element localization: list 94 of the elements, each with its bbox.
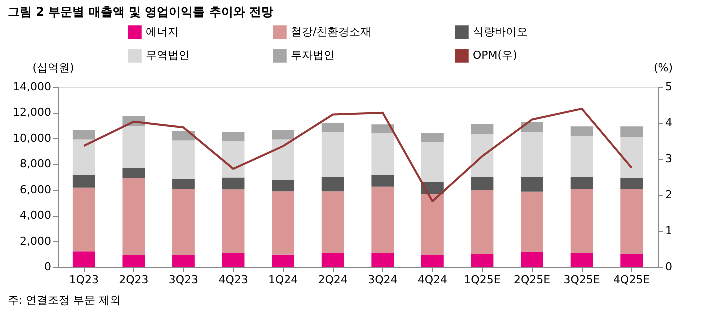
bar: [620, 126, 644, 138]
bar: [122, 255, 146, 267]
legend-label: 무역법인: [146, 49, 190, 62]
y-tick-label: 8,000: [20, 158, 52, 171]
bar: [570, 178, 594, 189]
x-tick-label: 1Q23: [69, 274, 99, 286]
y2-tick-label: 5: [666, 80, 672, 94]
bar: [372, 254, 394, 267]
bar: [72, 140, 96, 176]
bar: [72, 175, 96, 188]
bar: [570, 254, 594, 267]
bar: [222, 132, 245, 142]
bar: [421, 194, 444, 256]
x-tick-label: 3Q23: [168, 274, 199, 286]
bar: [471, 124, 494, 134]
bar: [521, 177, 544, 192]
y-tick-label: 4,000: [20, 209, 52, 222]
y-tick-label: 0: [44, 260, 52, 274]
bar: [521, 192, 544, 252]
bar: [471, 134, 494, 178]
bar: [521, 252, 544, 267]
chart-title: 그림 2 부문별 매출액 및 영업이익률 추이와 전망: [8, 5, 274, 19]
bar: [372, 124, 394, 134]
y-tick-label: 12,000: [13, 106, 52, 120]
x-tick-label: 2Q25E: [514, 274, 551, 286]
y-axis-title: (십억원): [32, 62, 74, 74]
x-tick-label: 4Q25E: [614, 274, 650, 286]
bar: [521, 122, 544, 132]
y2-tick-label: 1: [666, 224, 672, 238]
bar: [372, 186, 394, 254]
bar: [272, 192, 295, 255]
bar: [72, 252, 96, 267]
bar: [521, 132, 544, 178]
x-tick-label: 2Q23: [119, 274, 149, 286]
bar: [72, 130, 96, 140]
bar: [322, 254, 344, 267]
y-tick-label: 2,000: [20, 234, 52, 248]
bar: [421, 142, 444, 182]
bar: [222, 142, 245, 178]
bar: [122, 168, 146, 178]
y-tick-label: 10,000: [13, 132, 52, 145]
bar: [620, 137, 644, 178]
x-tick-label: 2Q24: [318, 274, 348, 286]
legend-label: 투자법인: [291, 49, 335, 62]
bar: [421, 133, 444, 142]
x-tick-label: 4Q24: [418, 274, 448, 286]
bar: [471, 190, 494, 254]
bar: [322, 177, 344, 192]
bar: [620, 254, 644, 267]
bar: [570, 136, 594, 178]
bar: [372, 133, 394, 176]
bar: [471, 254, 494, 267]
bar: [172, 179, 195, 189]
y2-tick-label: 0: [666, 260, 672, 274]
bar: [322, 123, 344, 132]
y2-tick-label: 2: [666, 188, 672, 202]
bar: [272, 180, 295, 192]
x-tick-label: 3Q24: [368, 274, 398, 286]
x-tick-label: 1Q25E: [464, 274, 501, 286]
y2-axis-title: (%): [654, 62, 674, 74]
y2-tick-label: 4: [666, 116, 672, 130]
legend-label: 식량바이오: [473, 25, 528, 38]
bar: [570, 126, 594, 136]
legend-label: 철강/친환경소재: [291, 25, 372, 38]
bar: [620, 189, 644, 254]
bar: [72, 188, 96, 252]
bar: [222, 190, 245, 254]
line-series: [83, 108, 633, 202]
y-tick-label: 6,000: [20, 183, 52, 196]
bar: [272, 140, 295, 180]
bar: [570, 188, 594, 254]
x-tick-label: 4Q23: [218, 274, 248, 286]
y-tick-label: 14,000: [13, 80, 52, 94]
bar: [421, 256, 444, 267]
legend-label: OPM(우): [473, 49, 518, 62]
x-tick-label: 1Q24: [268, 274, 298, 286]
bar: [272, 130, 295, 140]
bar: [322, 132, 344, 178]
bar: [272, 254, 295, 267]
bar: [122, 126, 146, 168]
bar: [122, 178, 146, 256]
bar: [222, 254, 245, 267]
bar: [471, 177, 494, 190]
bar: [222, 178, 245, 190]
bar: [172, 255, 195, 267]
bar: [322, 192, 344, 254]
x-tick-label: 3Q25E: [564, 274, 600, 286]
legend-label: 에너지: [146, 25, 179, 38]
y2-tick-label: 3: [666, 152, 672, 166]
bar: [172, 188, 195, 256]
bar: [372, 175, 394, 187]
bar: [620, 178, 644, 190]
text: 주: 연결조정 부문 제외: [8, 294, 122, 307]
bar: [172, 140, 195, 180]
